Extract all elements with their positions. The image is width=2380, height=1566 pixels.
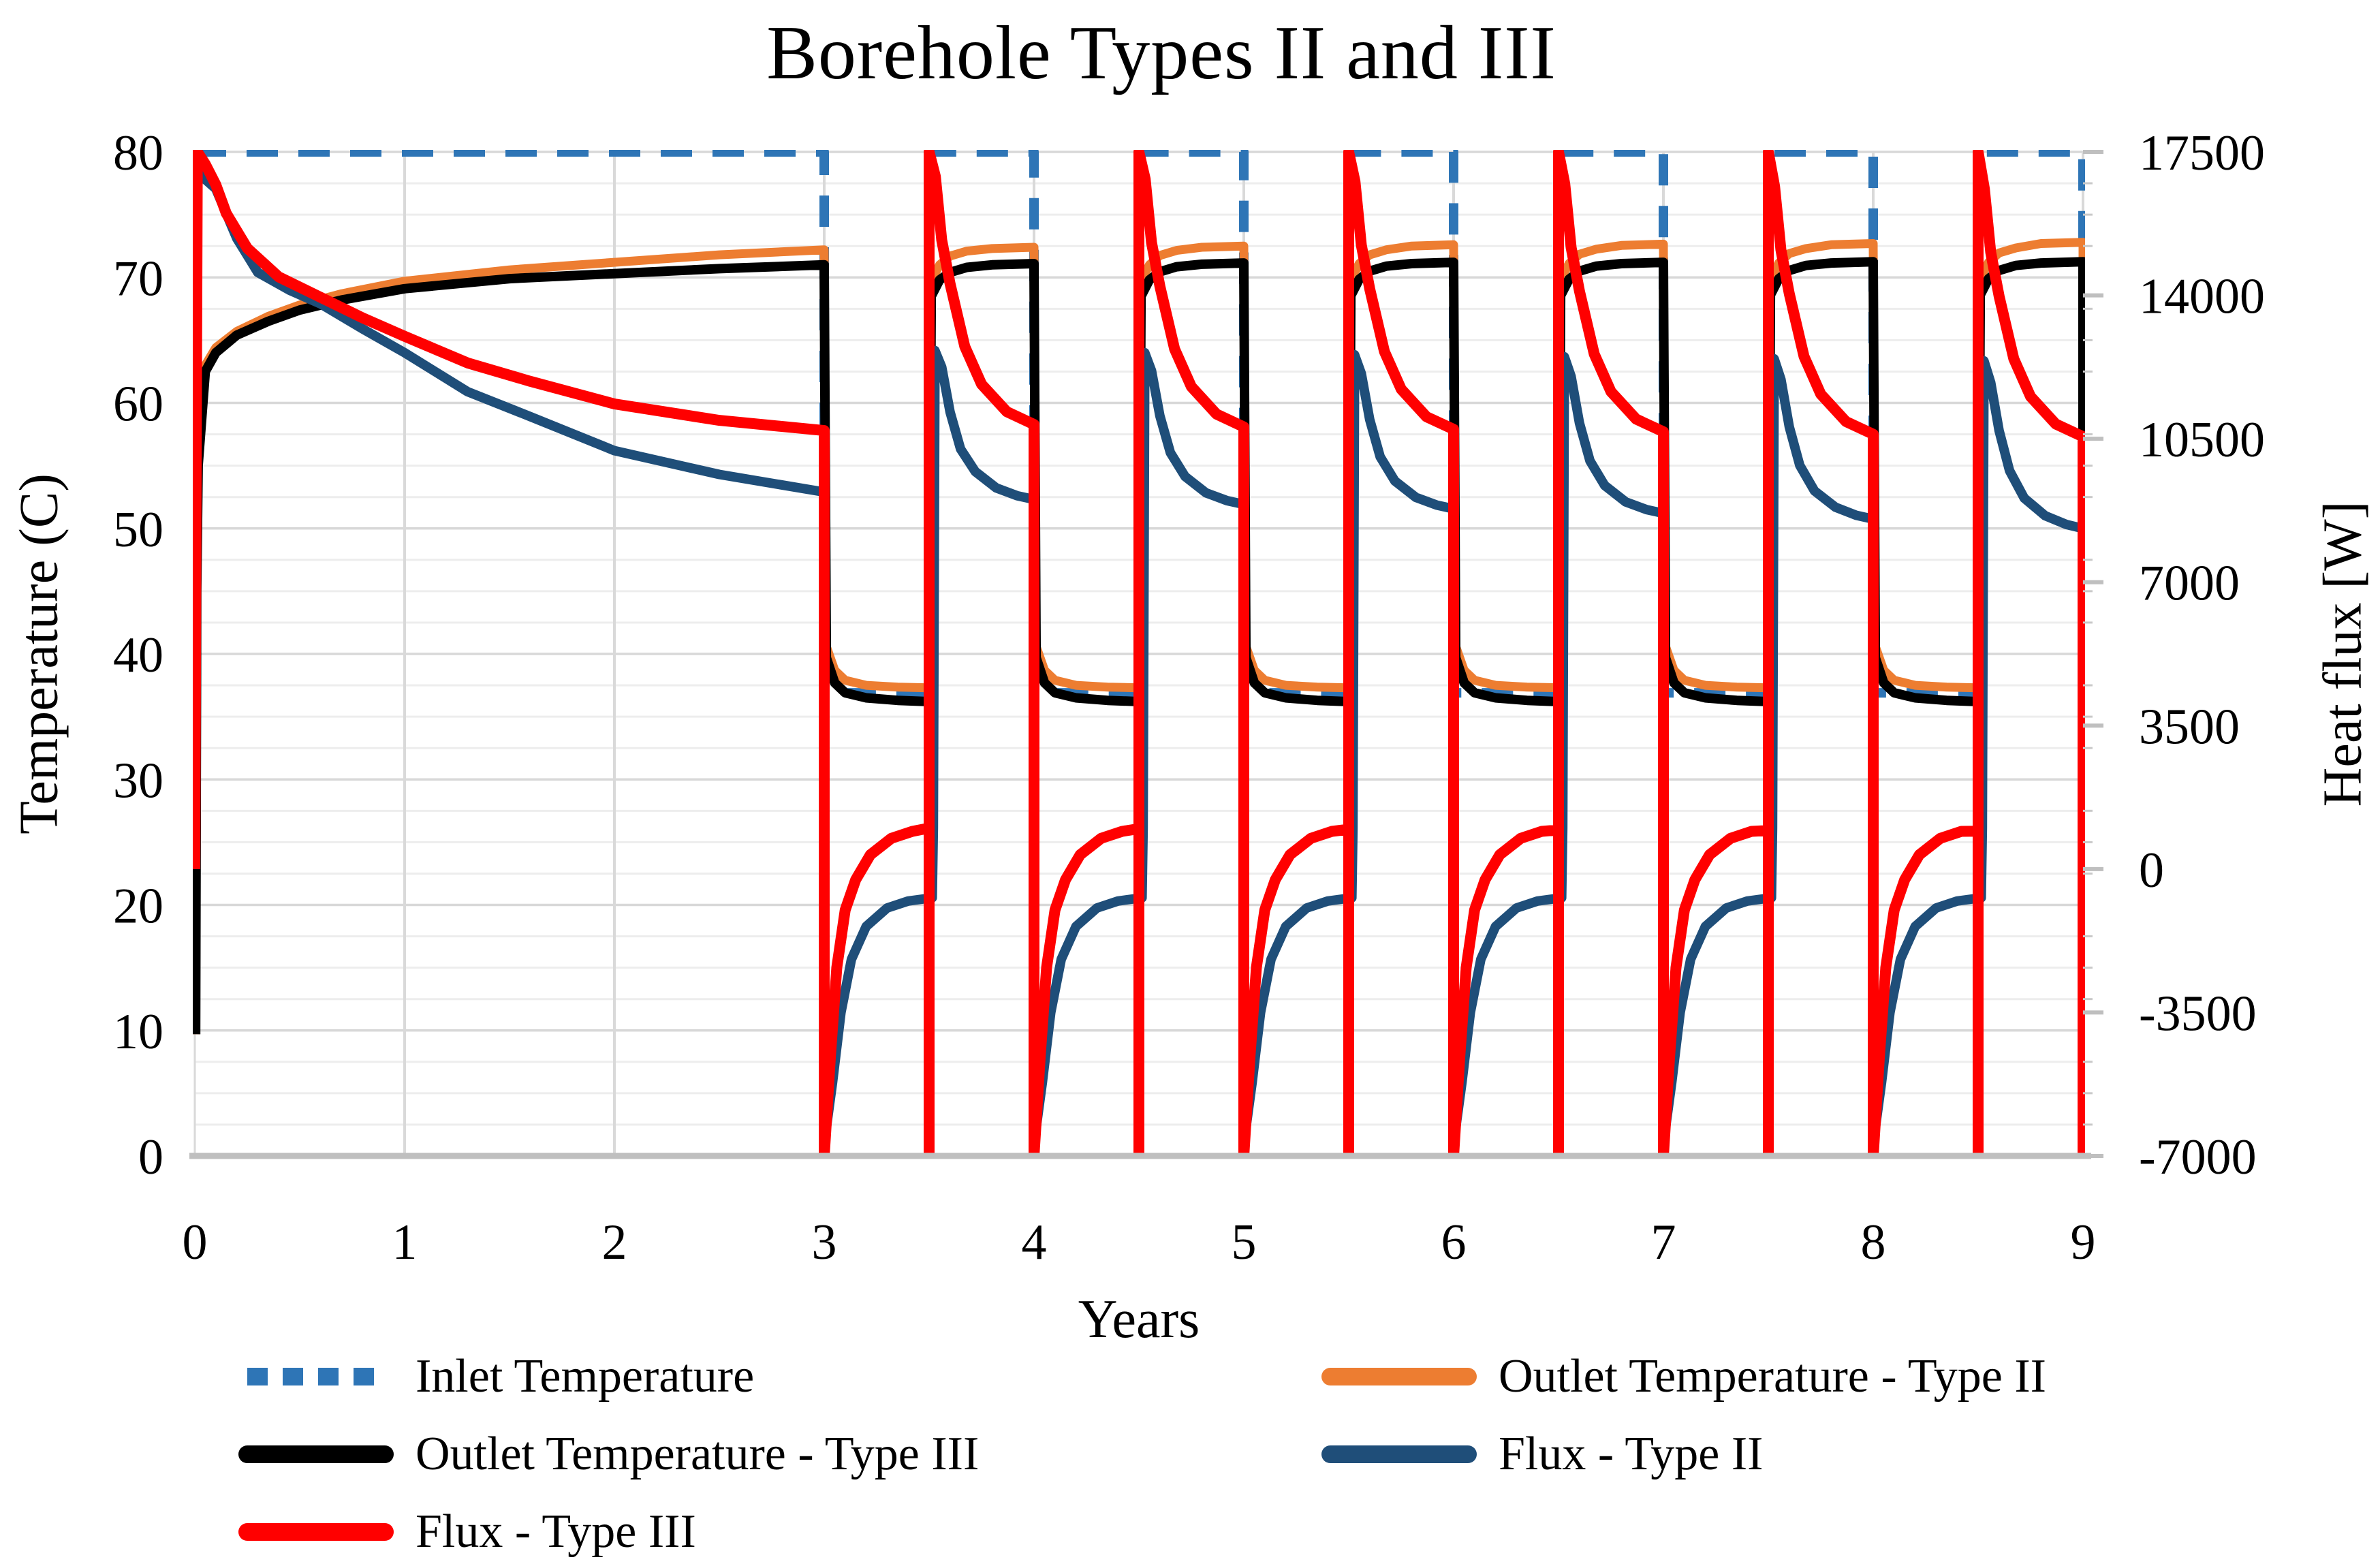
series-flux_type3: [193, 150, 2085, 1158]
y-left-tick-label: 80: [113, 125, 163, 181]
y-left-tick-label: 70: [113, 251, 163, 307]
y-left-tick-label: 30: [113, 753, 163, 809]
x-tick-label: 0: [183, 1215, 208, 1270]
y-right-tick-label: 10500: [2139, 412, 2265, 468]
x-tick-label: 6: [1441, 1215, 1467, 1270]
series-flux_type2: [193, 168, 2085, 1148]
x-tick-label: 5: [1232, 1215, 1257, 1270]
y-right-tick-label: -3500: [2139, 986, 2257, 1042]
chart-title: Borehole Types II and III: [766, 11, 1556, 95]
x-tick-label: 3: [812, 1215, 837, 1270]
x-tick-label: 9: [2071, 1215, 2096, 1270]
y-left-tick-label: 60: [113, 377, 163, 433]
y-axis-title-right: Heat flux [W]: [2313, 501, 2373, 807]
tick-labels: 8070605040302010017500140001050070003500…: [113, 125, 2265, 1270]
y-axis-title-left: Temperature (C): [9, 473, 69, 834]
y-left-tick-label: 20: [113, 879, 163, 935]
series-inlet: [195, 150, 2085, 698]
y-left-tick-label: 50: [113, 502, 163, 558]
series-group: [193, 150, 2085, 1158]
y-right-tick-label: -7000: [2139, 1129, 2257, 1185]
y-right-tick-label: 3500: [2139, 699, 2240, 755]
x-tick-label: 8: [1861, 1215, 1886, 1270]
y-left-tick-label: 10: [113, 1004, 163, 1060]
y-right-tick-label: 14000: [2139, 269, 2265, 325]
y-left-tick-label: 40: [113, 627, 163, 683]
y-right-tick-label: 0: [2139, 843, 2164, 898]
x-tick-label: 4: [1022, 1215, 1047, 1270]
x-axis-title: Years: [1078, 1289, 1200, 1349]
x-tick-label: 1: [392, 1215, 418, 1270]
x-tick-label: 2: [602, 1215, 627, 1270]
y-left-tick-label: 0: [138, 1129, 163, 1185]
y-right-tick-label: 7000: [2139, 556, 2240, 612]
x-tick-label: 7: [1651, 1215, 1676, 1270]
y-right-ticks: [2083, 150, 2103, 1158]
y-right-tick-label: 17500: [2139, 125, 2265, 181]
